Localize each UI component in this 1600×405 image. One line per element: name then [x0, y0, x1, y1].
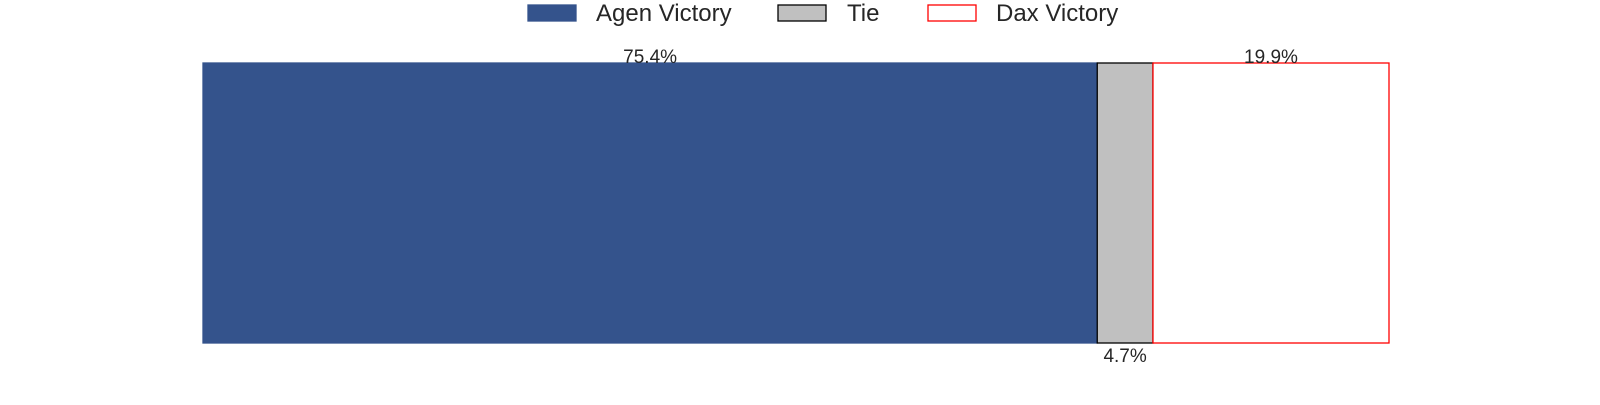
legend-swatch-agen-victory: [527, 4, 577, 22]
legend-item-agen-victory: Agen Victory: [527, 0, 732, 27]
bar-segment-tie: [1096, 62, 1154, 344]
legend-swatch-dax-victory: [927, 4, 977, 22]
bar-group: [202, 62, 1390, 344]
legend-swatch-tie: [777, 4, 827, 22]
legend-label-agen-victory: Agen Victory: [596, 0, 732, 27]
legend-label-dax-victory: Dax Victory: [996, 0, 1118, 27]
legend-item-tie: Tie: [777, 0, 879, 27]
data-label-dax-victory: 19.9%: [1244, 47, 1298, 68]
legend-item-dax-victory: Dax Victory: [927, 0, 1118, 27]
data-labels: 75.4% 4.7% 19.9%: [623, 47, 1298, 367]
legend-label-tie: Tie: [847, 0, 879, 27]
data-label-tie: 4.7%: [1103, 346, 1146, 367]
data-label-agen-victory: 75.4%: [623, 47, 677, 68]
bar-segment-dax-victory: [1152, 62, 1390, 344]
legend: Agen Victory Tie Dax Victory: [527, 0, 1118, 27]
bar-segment-agen-victory: [202, 62, 1098, 344]
